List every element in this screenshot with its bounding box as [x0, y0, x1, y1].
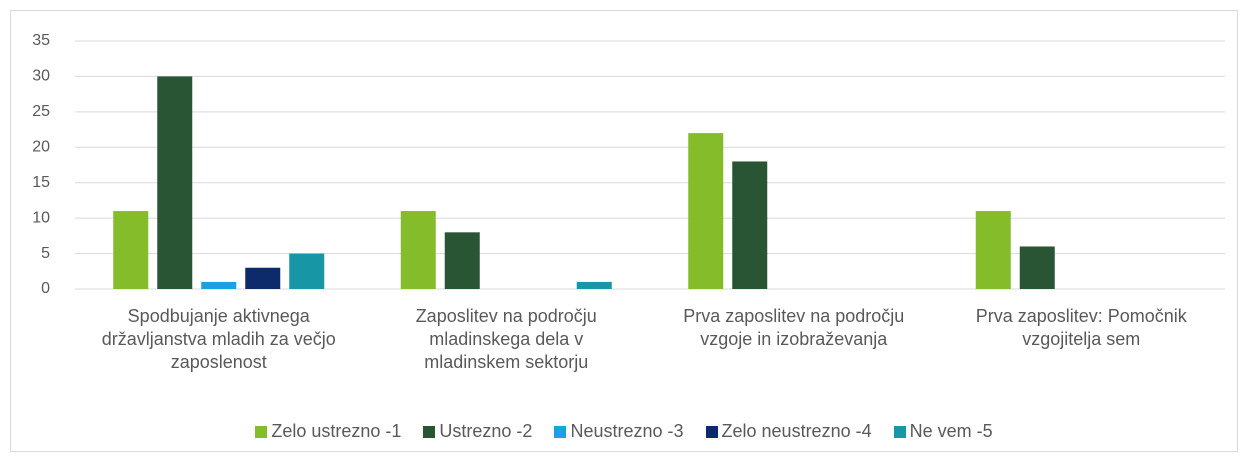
x-tick-label: Prva zaposlitev: Pomočnik vzgojitelja se… [975, 306, 1187, 349]
bar [688, 133, 724, 289]
bar [201, 281, 237, 289]
bar [245, 267, 281, 289]
y-tick-label: 25 [32, 103, 50, 120]
legend-item: Ustrezno -2 [423, 421, 532, 442]
y-tick-label: 0 [41, 280, 50, 297]
bar [289, 253, 325, 289]
legend-label: Ne vem -5 [909, 421, 993, 441]
legend-swatch [554, 425, 567, 438]
legend-label: Zelo ustrezno -1 [271, 421, 402, 441]
legend-item: Zelo ustrezno -1 [255, 421, 401, 442]
legend-label: Neustrezno -3 [570, 421, 684, 441]
bar [576, 281, 612, 289]
legend-swatch [255, 425, 268, 438]
bar [400, 211, 436, 289]
legend-item: Neustrezno -3 [554, 421, 684, 442]
x-tick-label: Spodbujanje aktivnega državljanstva mlad… [101, 306, 336, 372]
y-tick-label: 5 [41, 245, 50, 262]
bar [444, 232, 480, 289]
y-tick-label: 15 [32, 174, 50, 191]
bar [1019, 246, 1055, 289]
legend-item: Zelo neustrezno -4 [705, 421, 872, 442]
y-tick-label: 30 [32, 68, 50, 85]
bar [113, 211, 149, 289]
legend-swatch [705, 425, 718, 438]
bar [732, 161, 768, 289]
legend: Zelo ustrezno -1 Ustrezno -2 Neustrezno -3… [0, 421, 1248, 442]
x-tick-label: Zaposlitev na področju mladinskega dela … [415, 306, 597, 372]
x-tick-label: Prva zaposlitev na področju vzgoje in iz… [683, 306, 905, 349]
bar [975, 211, 1011, 289]
y-tick-label: 35 [32, 32, 50, 49]
y-tick-label: 10 [32, 209, 50, 226]
legend-label: Ustrezno -2 [439, 421, 533, 441]
legend-swatch [423, 425, 436, 438]
legend-label: Zelo neustrezno -4 [721, 421, 872, 441]
bar [157, 76, 193, 289]
legend-swatch [893, 425, 906, 438]
y-tick-label: 20 [32, 139, 50, 156]
legend-item: Ne vem -5 [893, 421, 993, 442]
chart-border [10, 10, 1238, 452]
